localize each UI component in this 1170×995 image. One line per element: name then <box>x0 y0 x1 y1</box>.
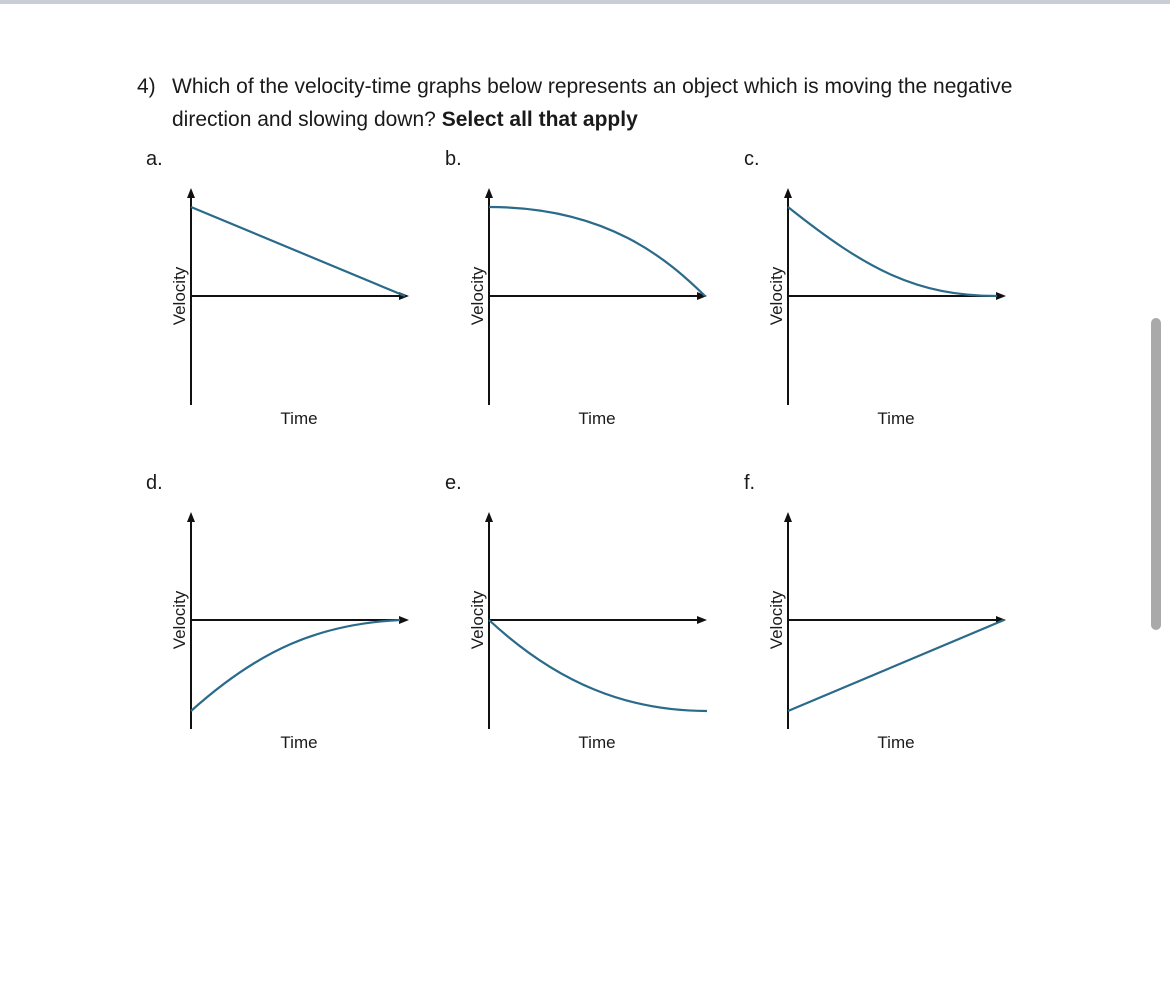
velocity-curve <box>488 205 706 297</box>
y-axis-arrow-icon <box>485 512 493 522</box>
y-axis-label: Velocity <box>767 266 786 325</box>
graph-d: Velocity Time <box>170 512 409 752</box>
graph-b: Velocity Time <box>468 188 707 428</box>
velocity-curve <box>190 205 406 298</box>
y-axis-arrow-icon <box>187 512 195 522</box>
y-axis-label: Velocity <box>468 590 487 649</box>
y-axis-arrow-icon <box>485 188 493 198</box>
y-axis-label: Velocity <box>170 590 189 649</box>
vertical-scrollbar[interactable] <box>1151 318 1161 630</box>
x-axis-arrow-icon <box>697 292 707 300</box>
x-axis-arrow-icon <box>697 616 707 624</box>
graph-e: Velocity Time <box>468 512 708 752</box>
option-label-c: c. <box>744 148 760 170</box>
top-border <box>0 0 1170 4</box>
x-axis-label: Time <box>578 733 615 752</box>
option-label-f: f. <box>744 472 756 494</box>
velocity-curve <box>190 618 401 712</box>
option-label-e: e. <box>445 472 462 494</box>
x-axis-label: Time <box>280 733 317 752</box>
x-axis-label: Time <box>578 409 615 428</box>
question-number: 4) <box>137 75 156 98</box>
y-axis-arrow-icon <box>784 512 792 522</box>
option-label-d: d. <box>146 472 163 494</box>
y-axis-label: Velocity <box>468 266 487 325</box>
question-text: Which of the velocity-time graphs below … <box>172 75 1013 131</box>
y-axis-arrow-icon <box>784 188 792 198</box>
y-axis-arrow-icon <box>187 188 195 198</box>
y-axis-label: Velocity <box>170 266 189 325</box>
x-axis-label: Time <box>280 409 317 428</box>
graph-c: Velocity Time <box>767 188 1006 428</box>
question-emphasis: Select all that apply <box>441 108 638 131</box>
question-text-block: Which of the velocity-time graphs below … <box>172 70 1032 136</box>
x-axis-label: Time <box>877 733 914 752</box>
graph-f: Velocity Time <box>767 512 1006 752</box>
velocity-curve <box>488 619 708 713</box>
velocity-curve <box>787 206 998 298</box>
option-label-a: a. <box>146 148 163 170</box>
velocity-curve <box>787 618 1005 713</box>
x-axis-arrow-icon <box>399 616 409 624</box>
option-label-b: b. <box>445 148 462 170</box>
x-axis-label: Time <box>877 409 914 428</box>
graph-a: Velocity Time <box>170 188 409 428</box>
y-axis-label: Velocity <box>767 590 786 649</box>
x-axis-arrow-icon <box>996 292 1006 300</box>
